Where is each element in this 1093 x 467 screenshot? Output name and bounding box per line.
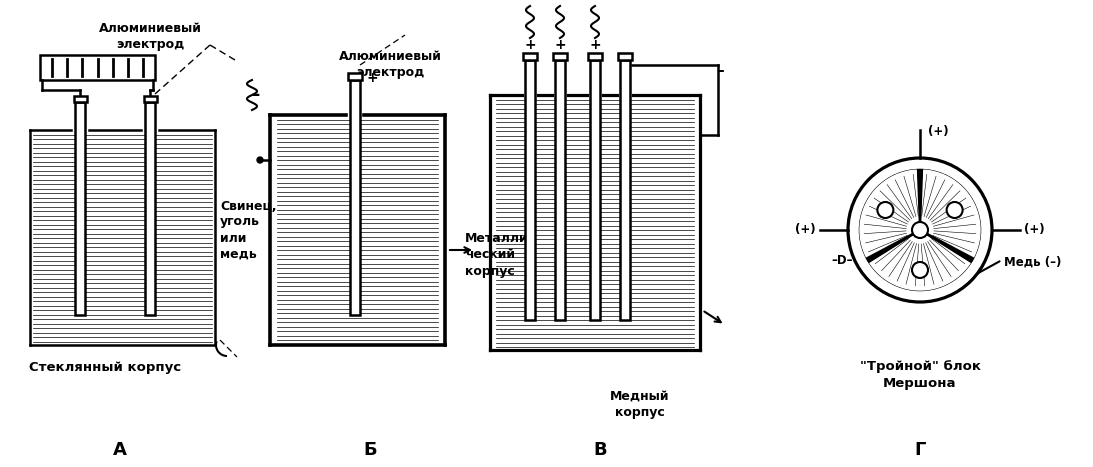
Circle shape xyxy=(878,202,893,218)
Text: –: – xyxy=(716,63,724,78)
Text: Металли
ческий
корпус: Металли ческий корпус xyxy=(465,233,529,277)
Text: (+): (+) xyxy=(796,224,816,236)
Circle shape xyxy=(860,170,980,290)
Text: +: + xyxy=(589,38,601,52)
Bar xyxy=(145,102,155,315)
Text: Б: Б xyxy=(363,441,377,459)
Text: +: + xyxy=(554,38,566,52)
Bar xyxy=(348,73,362,80)
Text: Алюминиевый
электрод: Алюминиевый электрод xyxy=(339,50,442,79)
Bar xyxy=(620,60,630,320)
Bar xyxy=(40,55,155,80)
Text: –: – xyxy=(251,86,259,104)
Text: +: + xyxy=(525,38,536,52)
Text: (+): (+) xyxy=(928,126,949,139)
Text: Медь (–): Медь (–) xyxy=(1004,255,1061,269)
Text: +: + xyxy=(40,61,51,74)
Bar xyxy=(143,96,156,102)
Text: +: + xyxy=(367,71,378,85)
Bar xyxy=(588,53,602,60)
Text: "Тройной" блок
Мершона: "Тройной" блок Мершона xyxy=(859,360,980,390)
Circle shape xyxy=(912,222,928,238)
Polygon shape xyxy=(869,230,971,290)
Bar xyxy=(590,60,600,320)
Text: Медный
корпус: Медный корпус xyxy=(610,390,670,419)
Text: Стеклянный корпус: Стеклянный корпус xyxy=(28,361,181,375)
Bar xyxy=(555,60,565,320)
Bar xyxy=(75,102,85,315)
Circle shape xyxy=(912,262,928,278)
Bar xyxy=(73,96,86,102)
Text: Алюминиевый
электрод: Алюминиевый электрод xyxy=(98,22,201,51)
Bar xyxy=(618,53,632,60)
Circle shape xyxy=(848,158,992,302)
Text: Свинец,
уголь
или
медь: Свинец, уголь или медь xyxy=(220,199,277,261)
Circle shape xyxy=(947,202,963,218)
Bar xyxy=(553,53,567,60)
Polygon shape xyxy=(860,170,920,258)
Text: (+): (+) xyxy=(1024,224,1045,236)
Text: –D–: –D– xyxy=(832,254,853,267)
Text: А: А xyxy=(113,441,127,459)
Text: В: В xyxy=(593,441,607,459)
Circle shape xyxy=(257,157,263,163)
Bar xyxy=(525,60,534,320)
Text: Г: Г xyxy=(915,441,926,459)
Bar xyxy=(522,53,537,60)
Bar xyxy=(350,80,360,315)
Polygon shape xyxy=(920,170,980,258)
Text: –: – xyxy=(145,61,153,75)
